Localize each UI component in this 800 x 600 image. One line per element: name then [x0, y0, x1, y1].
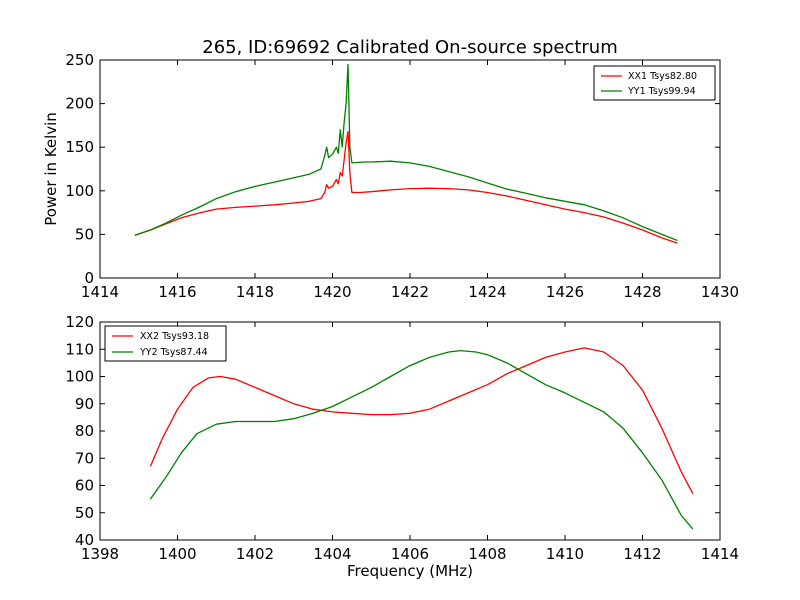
plot1-ytick-label: 100 — [65, 182, 94, 200]
plot1-xtick-label: 1414 — [81, 283, 119, 301]
plot2-xtick-label: 1412 — [623, 545, 661, 563]
plot1-xtick-label: 1424 — [468, 283, 506, 301]
figure-title: 265, ID:69692 Calibrated On-source spect… — [202, 37, 618, 58]
plot2-xtick-label: 1404 — [313, 545, 351, 563]
plot1-series-2-line — [134, 63, 678, 242]
plot2-xtick-label: 1410 — [546, 545, 584, 563]
plot1-ytick-label: 0 — [84, 269, 94, 287]
plot2-xtick-label: 1414 — [701, 545, 739, 563]
bottom-plot-tick-group: 1398 1400 1402 1404 1406 1408 1410 1412 1414 40 50… — [65, 313, 739, 563]
plot2-xtick-label: 1402 — [236, 545, 274, 563]
plot1-xtick-label: 1416 — [158, 283, 196, 301]
bottom-plot-xlabel: Frequency (MHz) — [347, 562, 473, 580]
plot1-ytick-label: 50 — [75, 225, 94, 243]
plot2-ytick-label: 60 — [75, 477, 94, 495]
legend-label-yy1: YY1 Tsys99.94 — [627, 86, 696, 97]
plot2-ytick-label: 90 — [75, 395, 94, 413]
plot2-xtick-label: 1408 — [468, 545, 506, 563]
plot1-ytick-label: 150 — [65, 138, 94, 156]
plot2-xtick-label: 1400 — [158, 545, 196, 563]
top-plot-legend-box — [593, 65, 716, 101]
bottom-plot-series-group — [149, 347, 694, 530]
plot1-xtick-label: 1420 — [313, 283, 351, 301]
plot1-xtick-label: 1426 — [546, 283, 584, 301]
plot1-series-1-line — [134, 130, 678, 244]
bottom-plot-legend-box — [104, 325, 227, 362]
plot2-xtick-label: 1398 — [81, 545, 119, 563]
plot2-ytick-label: 40 — [75, 531, 94, 549]
legend-label-xx1: XX1 Tsys82.80 — [628, 71, 697, 82]
top-plot-series-group — [134, 63, 678, 244]
bottom-plot-legend: XX2 Tsys93.18 YY2 Tsys87.44 — [104, 325, 227, 362]
plot1-xtick-label: 1430 — [701, 283, 739, 301]
plot2-series-1-line — [149, 347, 694, 495]
plot1-xtick-label: 1428 — [623, 283, 661, 301]
plot2-ytick-label: 70 — [75, 449, 94, 467]
top-plot: 1414 1416 1418 1420 1422 1424 1426 1428 1430 0 50 1… — [42, 51, 739, 301]
plot2-ytick-label: 50 — [75, 504, 94, 522]
top-plot-tick-group: 1414 1416 1418 1420 1422 1424 1426 1428 1430 0 50 1… — [65, 51, 739, 301]
plot2-series-2-line — [149, 349, 694, 530]
plot1-xtick-label: 1422 — [391, 283, 429, 301]
top-plot-legend: XX1 Tsys82.80 YY1 Tsys99.94 — [593, 65, 716, 101]
legend-label-xx2: XX2 Tsys93.18 — [140, 331, 209, 342]
plot1-ytick-label: 250 — [65, 51, 94, 69]
top-plot-ylabel: Power in Kelvin — [42, 112, 60, 226]
plot2-ytick-label: 80 — [75, 422, 94, 440]
plot2-ytick-label: 100 — [65, 368, 94, 386]
plot1-xtick-label: 1418 — [236, 283, 274, 301]
plot2-ytick-label: 110 — [65, 340, 94, 358]
plot1-ytick-label: 200 — [65, 95, 94, 113]
bottom-plot: 1398 1400 1402 1404 1406 1408 1410 1412 1414 40 50… — [65, 313, 739, 580]
legend-label-yy2: YY2 Tsys87.44 — [139, 347, 208, 358]
plot2-xtick-label: 1406 — [391, 545, 429, 563]
plot2-ytick-label: 120 — [65, 313, 94, 331]
